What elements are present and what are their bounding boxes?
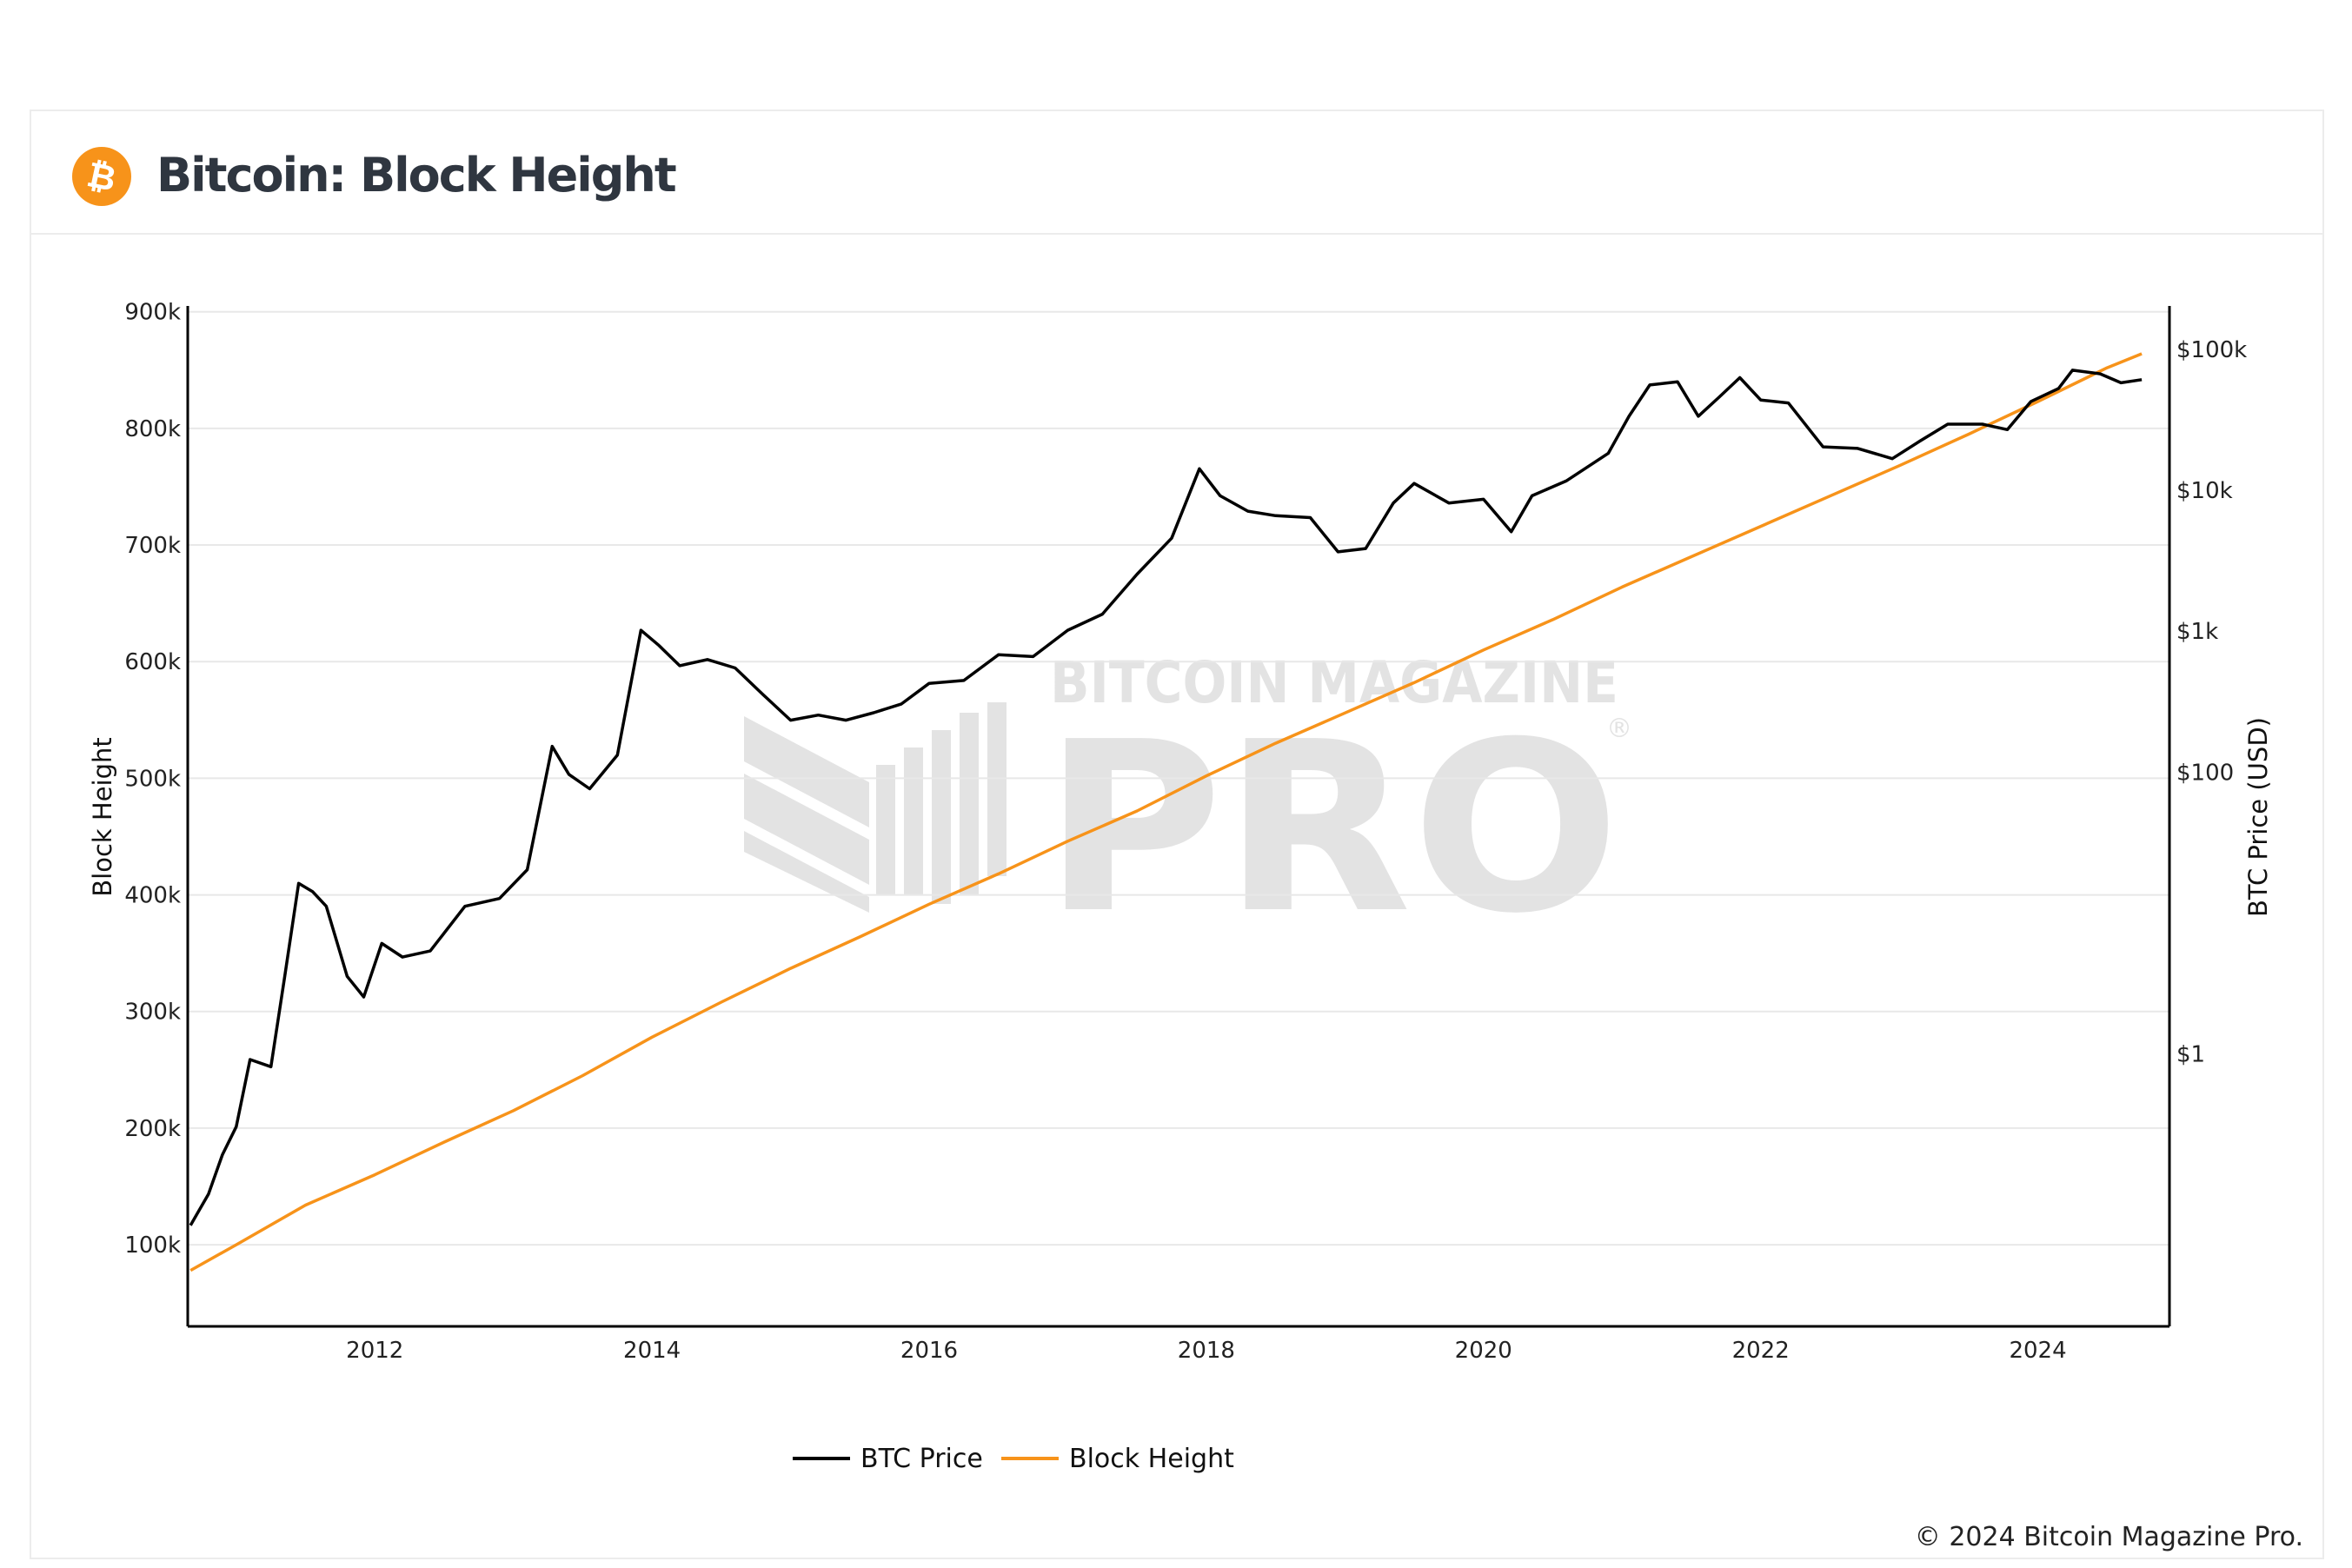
legend-label-btc-price: BTC Price <box>860 1444 983 1474</box>
y-right-tick-label: $1k <box>2176 619 2218 645</box>
x-tick-label: 2016 <box>900 1338 958 1364</box>
y-left-tick-label: 500k <box>124 766 181 792</box>
y-left-tick-label: 700k <box>124 533 181 559</box>
gridlines <box>188 310 2169 1246</box>
x-tick-label: 2022 <box>1732 1338 1790 1364</box>
y-left-axis-title: Block Height <box>88 737 117 897</box>
y-left-tick-label: 600k <box>124 649 181 675</box>
x-tick-label: 2012 <box>346 1338 403 1364</box>
legend-label-block-height: Block Height <box>1069 1444 1234 1474</box>
series-layer <box>189 352 2143 1272</box>
y-left-tick-label: 200k <box>124 1116 181 1142</box>
legend: BTC Price Block Height <box>793 1444 1234 1474</box>
y-left-tick-label: 100k <box>124 1232 181 1259</box>
watermark-line2: PRO <box>1043 691 1620 965</box>
series-line-btc-price <box>189 369 2143 1226</box>
card-header: ₿ Bitcoin: Block Height <box>31 111 2322 235</box>
y-left-tick-label: 900k <box>124 300 181 326</box>
y-left-tick-label: 400k <box>124 883 181 909</box>
x-tick-label: 2014 <box>623 1338 681 1364</box>
y-left-tick-label: 300k <box>124 1000 181 1026</box>
y-right-tick-label: $100k <box>2176 337 2247 363</box>
y-right-tick-label: $1 <box>2176 1042 2205 1068</box>
copyright-text: © 2024 Bitcoin Magazine Pro. <box>1914 1522 2303 1552</box>
watermark: BITCOIN MAGAZINE PRO ® <box>744 649 1632 965</box>
tick-labels: 100k 200k 300k 400k 500k 600k 700k 800k 900k $1 $1… <box>124 300 2247 1364</box>
y-right-tick-label: $100 <box>2176 760 2234 786</box>
x-tick-label: 2018 <box>1178 1338 1235 1364</box>
x-tick-label: 2020 <box>1455 1338 1512 1364</box>
watermark-registered-mark: ® <box>1606 714 1632 744</box>
y-left-tick-label: 800k <box>124 416 181 442</box>
page-title: Bitcoin: Block Height <box>156 148 677 203</box>
y-right-tick-label: $10k <box>2176 478 2233 504</box>
x-tick-label: 2024 <box>2009 1338 2066 1364</box>
watermark-line1: BITCOIN MAGAZINE <box>1050 649 1618 716</box>
series-line-block-height <box>189 352 2143 1272</box>
chart-card: ₿ Bitcoin: Block Height <box>30 110 2324 1559</box>
watermark-logo <box>744 702 1007 913</box>
bitcoin-logo-icon: ₿ <box>72 147 131 206</box>
y-right-axis-title: BTC Price (USD) <box>2243 717 2273 917</box>
axes <box>186 306 2171 1328</box>
